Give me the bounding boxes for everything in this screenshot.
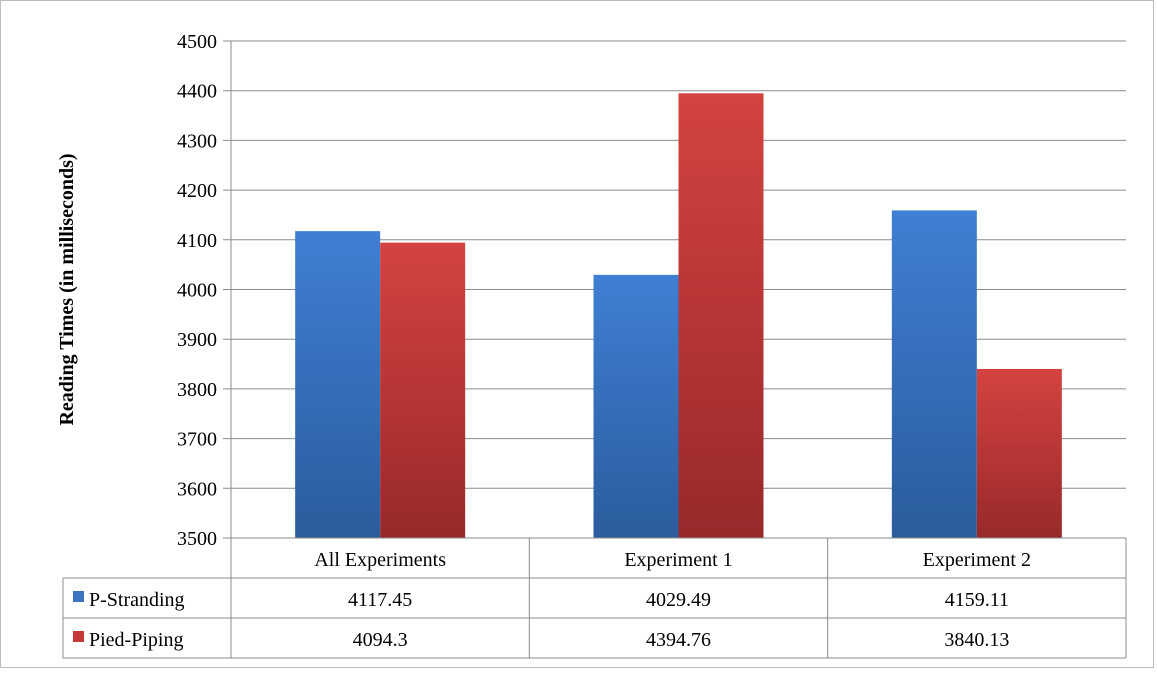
data-cell: 4094.3 [353, 629, 408, 651]
category-label: Experiment 2 [923, 549, 1031, 571]
legend-label: P-Stranding [89, 589, 185, 611]
y-tick-label: 4200 [177, 180, 217, 202]
data-cell: 3840.13 [944, 629, 1009, 651]
bar-p-stranding-2 [593, 274, 679, 538]
y-axis-ticks: 3500 3600 3700 3800 3900 4000 4100 4200 4300 4400… [177, 31, 217, 550]
legend-swatch [73, 591, 84, 602]
bar-p-stranding-1 [295, 231, 381, 538]
data-cell: 4159.11 [945, 589, 1009, 611]
y-tick-label: 4300 [177, 130, 217, 152]
data-cell: 4029.49 [646, 589, 711, 611]
bars [295, 93, 1062, 538]
category-label: All Experiments [314, 549, 446, 571]
y-tick-label: 3800 [177, 379, 217, 401]
y-tick-label: 3500 [177, 528, 217, 550]
bar-p-stranding-3 [891, 210, 977, 538]
y-tick-label: 4100 [177, 230, 217, 252]
data-cell: 4117.45 [348, 589, 412, 611]
y-tick-label: 4000 [177, 280, 217, 302]
bar-pied-piping-3 [976, 368, 1062, 538]
data-cell: 4394.76 [646, 629, 711, 651]
y-axis-label: Reading Times (in milliseconds) [56, 153, 78, 425]
bar-pied-piping-1 [380, 242, 466, 538]
y-tick-label: 4400 [177, 81, 217, 103]
y-tick-label: 3600 [177, 478, 217, 500]
y-tick-label: 3700 [177, 429, 217, 451]
data-table: All Experiments Experiment 1 Experiment 2 P… [62, 537, 1127, 659]
y-tick-label: 3900 [177, 329, 217, 351]
bar-pied-piping-2 [678, 93, 764, 538]
legend-label: Pied-Piping [89, 629, 183, 651]
category-label: Experiment 1 [624, 549, 732, 571]
y-tick-label: 4500 [177, 31, 217, 53]
legend-swatch [73, 631, 84, 642]
